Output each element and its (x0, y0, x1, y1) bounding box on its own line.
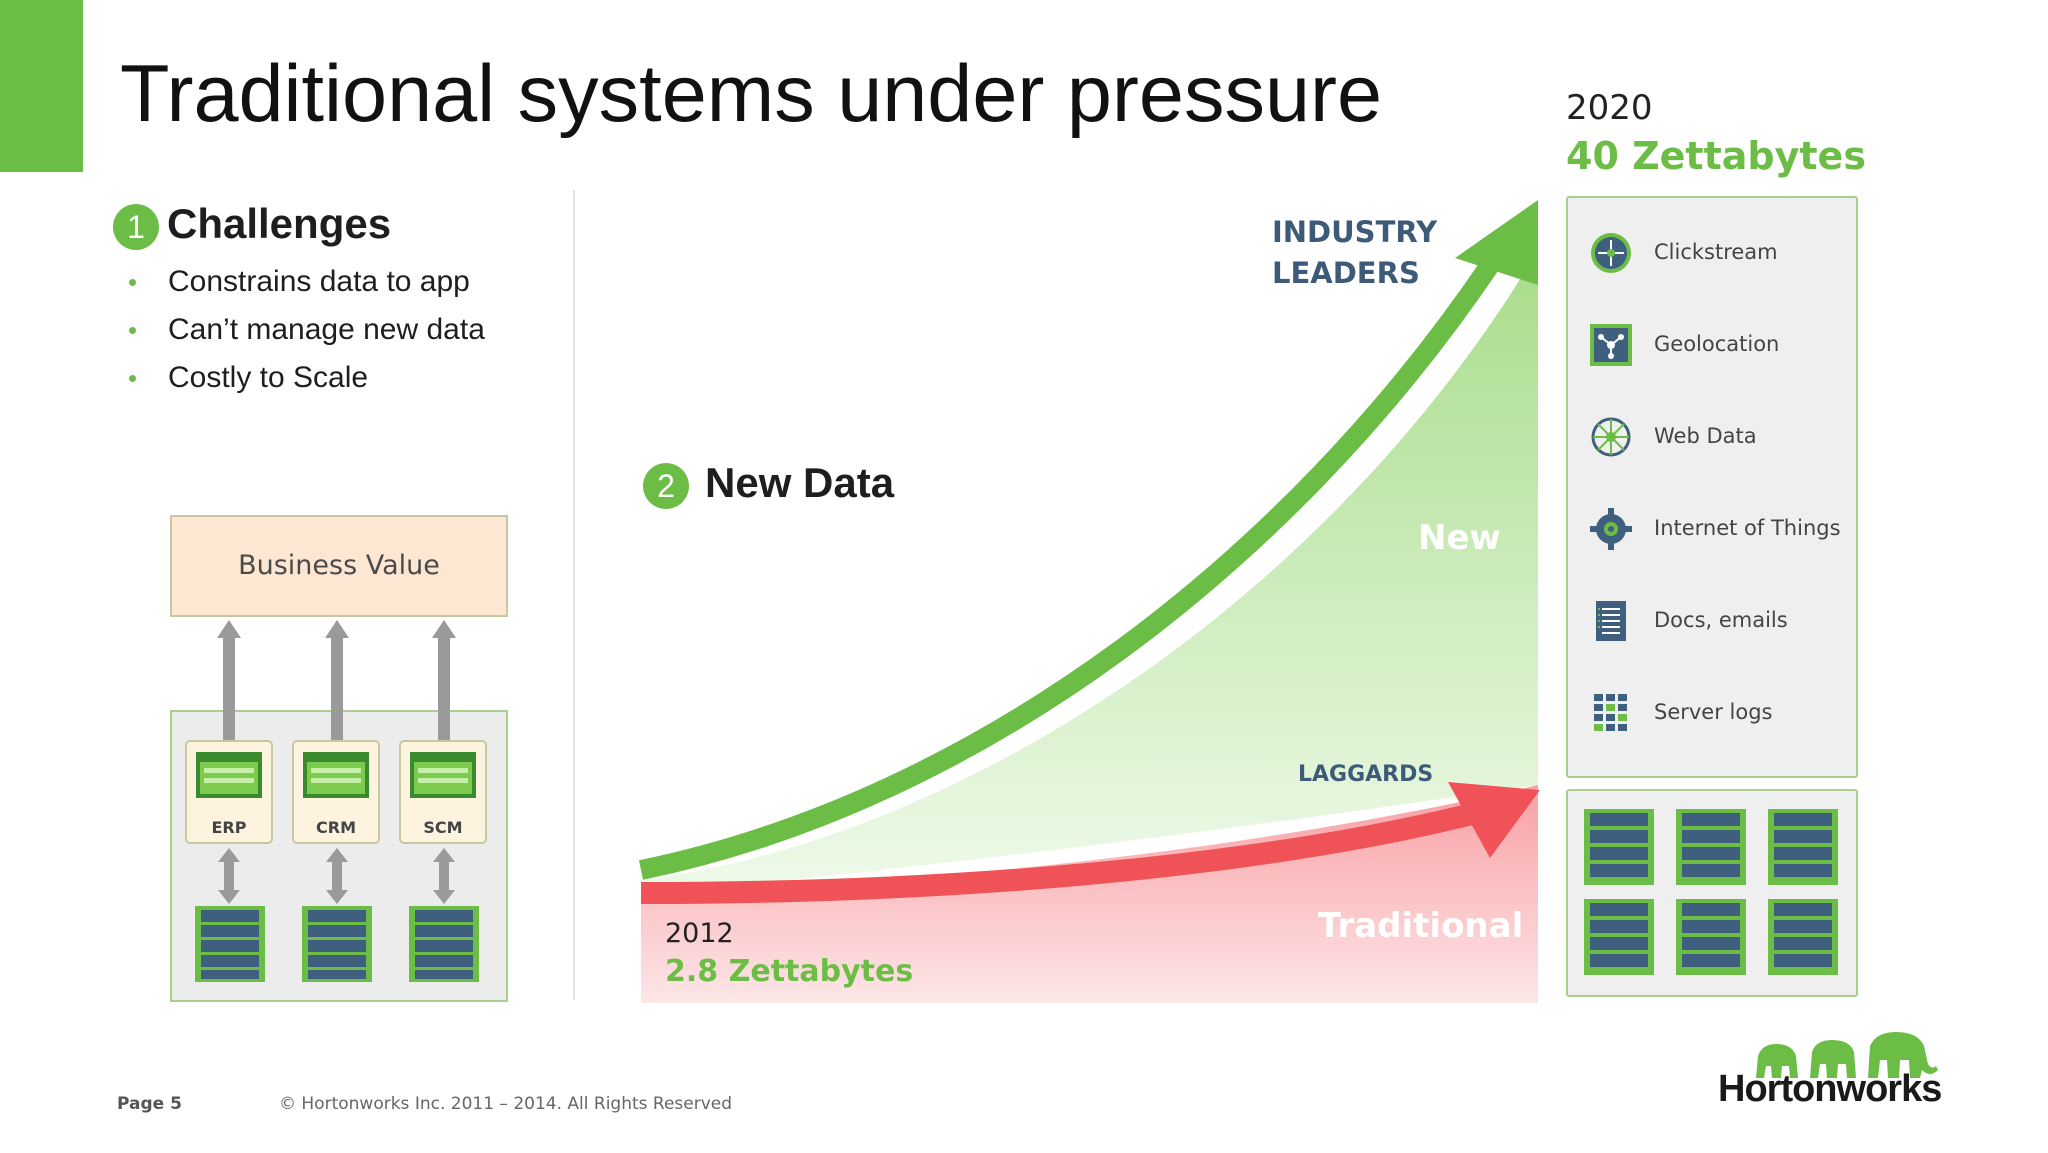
source-item-web-data: Web Data (1588, 406, 1848, 466)
database-icons (195, 906, 479, 982)
source-label: Geolocation (1654, 332, 1780, 356)
challenge-item-text: Can’t manage new data (168, 313, 485, 346)
new-label: New (1418, 518, 1501, 558)
challenge-item: • Can’t manage new data (128, 306, 485, 354)
copyright: © Hortonworks Inc. 2011 – 2014. All Righ… (279, 1094, 733, 1114)
grid-icon (1594, 694, 1627, 731)
source-label: Internet of Things (1654, 516, 1841, 540)
bullet-icon: • (128, 363, 138, 393)
up-arrow-head-scm (432, 620, 456, 638)
industry-leaders-arrow (638, 259, 1499, 880)
server-icon (1676, 899, 1746, 975)
new-data-heading: New Data (705, 459, 895, 506)
server-farm-icons (1584, 809, 1838, 975)
start-volume: 2.8 Zettabytes (665, 954, 914, 989)
challenge-item: • Costly to Scale (128, 354, 485, 402)
up-arrow-head-erp (217, 620, 241, 638)
challenge-item-text: Costly to Scale (168, 361, 369, 394)
bullet-icon: • (128, 267, 138, 297)
challenges-heading: Challenges (167, 200, 392, 247)
up-arrows (217, 620, 456, 740)
laggards-arrow (640, 801, 1483, 904)
double-arrows (218, 848, 455, 904)
double-arrow-erp (224, 858, 234, 894)
source-label: Docs, emails (1654, 608, 1788, 632)
server-icon (409, 906, 479, 982)
section-divider (573, 190, 575, 1000)
new-data-number-badge: 2 (643, 463, 689, 509)
source-item-docs: Docs, emails (1588, 590, 1848, 650)
server-icon (1584, 809, 1654, 885)
challenge-item: • Constrains data to app (128, 258, 485, 306)
server-icon (302, 906, 372, 982)
double-arrow-scm (439, 858, 449, 894)
server-icon (1768, 899, 1838, 975)
source-item-server-logs: Server logs (1588, 682, 1848, 742)
document-icon (1596, 601, 1626, 641)
server-icon (195, 906, 265, 982)
clickstream-icon (1591, 233, 1631, 273)
source-label: Server logs (1654, 700, 1773, 724)
challenge-item-text: Constrains data to app (168, 265, 470, 298)
source-label: Clickstream (1654, 240, 1778, 264)
bullet-icon: • (128, 315, 138, 345)
slide-title: Traditional systems under pressure (120, 49, 1383, 139)
industry-leaders-arrowhead (1455, 200, 1538, 285)
app-label-crm: CRM (316, 818, 356, 837)
industry-leaders-line1: INDUSTRY (1272, 215, 1438, 249)
start-year: 2012 (665, 918, 734, 949)
up-arrow-head-crm (325, 620, 349, 638)
laggards-arrowhead (1448, 782, 1540, 858)
up-arrow-erp (223, 632, 235, 740)
industry-leaders-label: INDUSTRY LEADERS (1272, 212, 1437, 294)
accent-tab (0, 0, 83, 172)
source-label: Web Data (1654, 424, 1757, 448)
app-window-icon (303, 752, 369, 798)
source-item-geolocation: Geolocation (1588, 314, 1848, 374)
server-icon (1768, 809, 1838, 885)
new-data-area (641, 250, 1538, 895)
app-boxes (185, 740, 487, 844)
app-window-icon (410, 752, 476, 798)
server-icon (1676, 809, 1746, 885)
laggards-label: LAGGARDS (1298, 762, 1434, 787)
elephant-logo-icon (1756, 1032, 1938, 1078)
app-window-icon (196, 752, 262, 798)
gear-icon (1590, 508, 1632, 550)
double-arrow-crm (332, 858, 342, 894)
app-label-scm: SCM (423, 818, 463, 837)
challenges-list: • Constrains data to app • Can’t manage ne… (128, 258, 485, 402)
server-icon (1584, 899, 1654, 975)
page-number: Page 5 (117, 1094, 182, 1114)
hortonworks-logo: Hortonworks (1718, 1068, 1942, 1110)
new-data-sources-panel: Clickstream Geolocation Web Data Interne… (1566, 196, 1858, 778)
server-farm-panel (1566, 789, 1858, 997)
end-year: 2020 (1566, 88, 1653, 128)
end-volume: 40 Zettabytes (1566, 134, 1866, 178)
source-item-clickstream: Clickstream (1588, 222, 1848, 282)
up-arrow-crm (331, 632, 343, 740)
geolocation-icon (1590, 324, 1632, 366)
app-label-erp: ERP (211, 818, 247, 837)
source-item-iot: Internet of Things (1588, 498, 1848, 558)
web-data-icon (1591, 417, 1631, 457)
challenges-number-badge: 1 (113, 204, 159, 250)
business-value-label: Business Value (238, 550, 440, 581)
business-value-box: Business Value (170, 515, 508, 617)
up-arrow-scm (438, 632, 450, 740)
industry-leaders-line2: LEADERS (1272, 256, 1420, 290)
traditional-label: Traditional (1318, 906, 1524, 946)
